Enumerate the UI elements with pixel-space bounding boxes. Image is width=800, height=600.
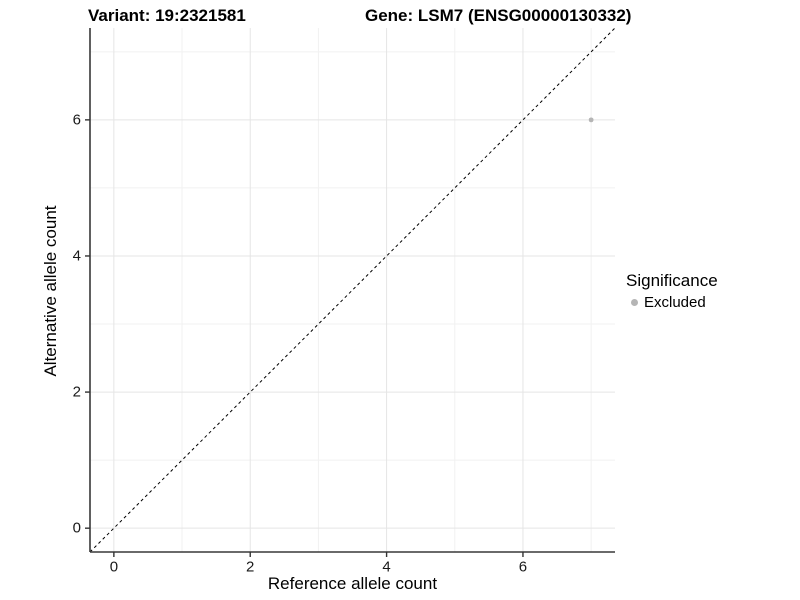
- y-tick-label: 0: [73, 520, 81, 537]
- y-tick-label: 6: [73, 111, 81, 128]
- x-tick-label: 6: [519, 558, 527, 575]
- legend-point-swatch-icon: [631, 299, 638, 306]
- data-point: [588, 117, 594, 123]
- legend-item-excluded: Excluded: [631, 294, 718, 311]
- legend: Significance Excluded: [626, 271, 718, 311]
- x-tick-label: 4: [382, 558, 390, 575]
- y-axis-title: Alternative allele count: [41, 205, 60, 377]
- x-axis-title: Reference allele count: [267, 574, 438, 593]
- identity-line: [89, 27, 616, 553]
- y-tick-label: 4: [73, 247, 81, 264]
- y-tick-label: 2: [73, 384, 81, 401]
- plot-title-variant: Variant: 19:2321581: [88, 6, 246, 25]
- plot-title-gene: Gene: LSM7 (ENSG00000130332): [365, 6, 632, 25]
- legend-item-label: Excluded: [644, 294, 706, 311]
- x-tick-label: 0: [110, 558, 118, 575]
- x-tick-label: 2: [246, 558, 254, 575]
- legend-title: Significance: [626, 271, 718, 290]
